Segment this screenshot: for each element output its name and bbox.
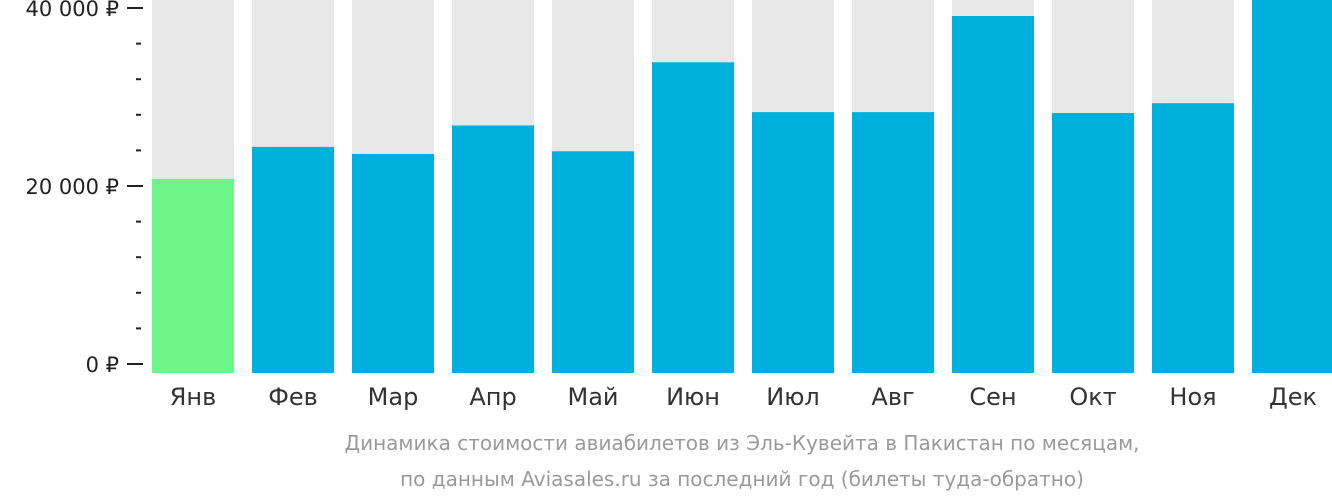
x-tick-label: Май [567, 383, 618, 411]
x-tick-label: Дек [1269, 383, 1317, 411]
x-tick-label: Июл [766, 383, 820, 411]
x-tick-label: Апр [469, 383, 516, 411]
y-tick-label: 20 000 ₽ [25, 175, 119, 199]
bar [352, 153, 434, 373]
x-tick-label: Мар [368, 383, 419, 411]
bar [552, 151, 634, 373]
x-tick-label: Фев [268, 383, 318, 411]
y-tick-label: 0 ₽ [86, 353, 119, 377]
bar [1252, 0, 1332, 373]
price-chart: Янв Фев Мар Апр Май Июн Июл Авг Сен Окт Ноя Дек 0 ₽ 2… [25, 0, 1332, 411]
x-tick-label: Авг [871, 383, 914, 411]
x-tick-label: Окт [1069, 383, 1116, 411]
bar [152, 178, 234, 373]
bar [252, 146, 334, 373]
x-tick-label: Сен [969, 383, 1016, 411]
bar [752, 112, 834, 373]
bar [1152, 103, 1234, 373]
chart-caption-line-1: Динамика стоимости авиабилетов из Эль-Ку… [344, 431, 1140, 455]
x-tick-label: Ноя [1169, 383, 1216, 411]
chart-caption-line-2: по данным Aviasales.ru за последний год … [400, 467, 1084, 491]
bar [652, 62, 734, 373]
bar [1052, 113, 1134, 374]
x-tick-label: Июн [666, 383, 720, 411]
bar [452, 125, 534, 373]
bar [952, 16, 1034, 373]
y-tick-label: 40 000 ₽ [25, 0, 119, 21]
x-tick-label: Янв [170, 383, 217, 411]
bar [852, 112, 934, 373]
